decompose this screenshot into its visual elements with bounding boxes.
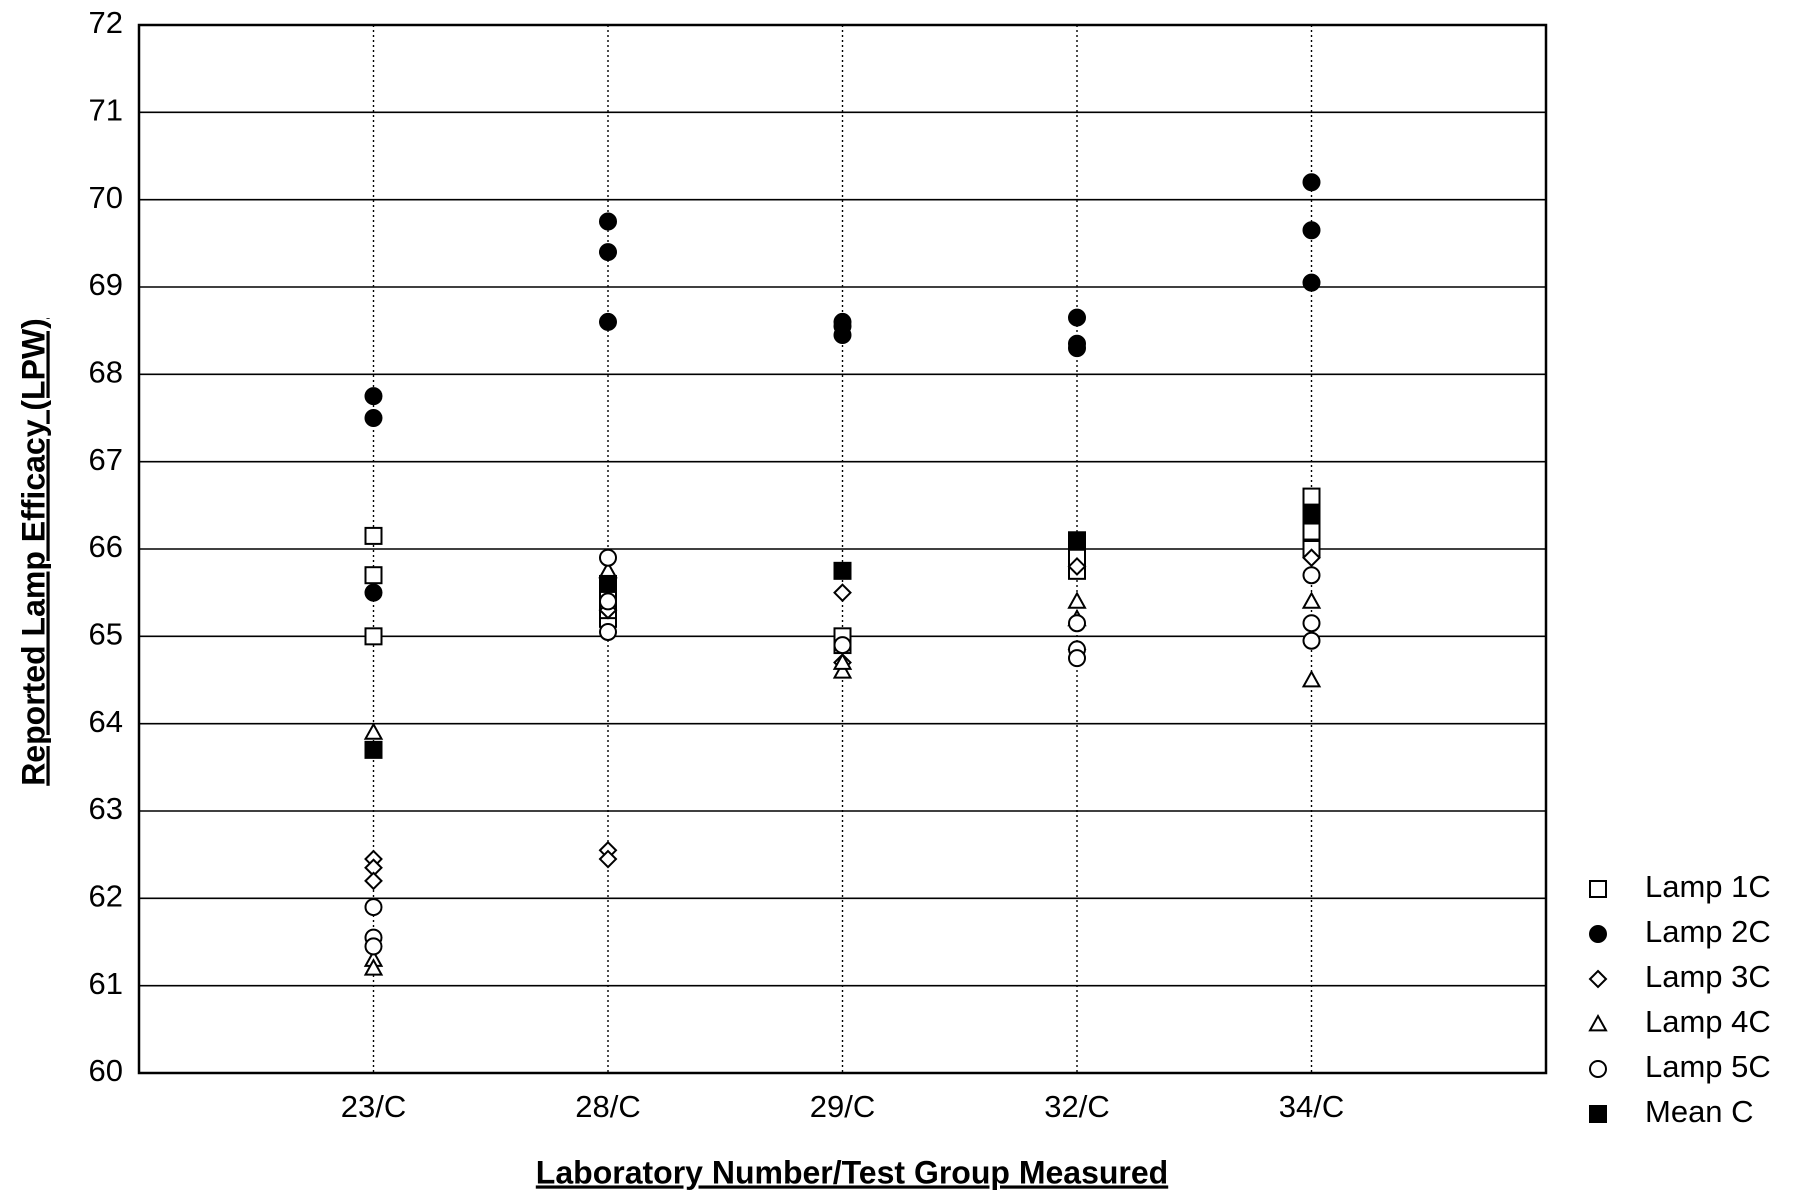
point: [1302, 505, 1321, 524]
point: [599, 548, 617, 567]
y-axis-title: Reported Lamp Efficacy (LPW): [15, 318, 51, 786]
legend-marker: [1589, 1105, 1607, 1123]
point: [1302, 566, 1321, 585]
point: [1068, 614, 1086, 633]
point: [364, 627, 383, 646]
point: [364, 566, 383, 585]
x-tick-label: 34/C: [1279, 1089, 1344, 1124]
legend-label: Lamp 3C: [1645, 959, 1771, 994]
point: [364, 740, 383, 759]
y-tick-label: 60: [89, 1053, 123, 1088]
point: [599, 243, 617, 262]
y-tick-label: 72: [89, 5, 123, 40]
y-tick-label: 67: [89, 442, 123, 477]
point: [1302, 631, 1321, 650]
point: [364, 583, 383, 602]
x-axis-title: Laboratory Number/Test Group Measured: [536, 1154, 1168, 1190]
y-tick-label: 71: [89, 93, 123, 128]
legend-label: Mean C: [1645, 1094, 1754, 1129]
point: [1068, 649, 1086, 668]
point: [364, 387, 383, 406]
y-tick-label: 64: [89, 704, 123, 739]
legend-label: Lamp 5C: [1645, 1049, 1771, 1084]
legend-marker: [1589, 880, 1607, 898]
x-tick-label: 32/C: [1044, 1089, 1109, 1124]
plot-frame: [137, 23, 1548, 1075]
y-tick-label: 69: [89, 267, 123, 302]
point: [1068, 531, 1086, 550]
point: [1302, 548, 1321, 568]
point: [364, 526, 383, 545]
y-tick-label: 68: [89, 355, 123, 390]
point: [1068, 308, 1086, 327]
point: [363, 722, 384, 740]
point: [833, 636, 852, 655]
point: [1067, 591, 1087, 609]
point: [599, 592, 617, 611]
legend-label: Lamp 4C: [1645, 1004, 1771, 1039]
legend-marker: [1588, 1013, 1608, 1032]
point: [833, 561, 852, 580]
legend-label: Lamp 1C: [1645, 869, 1771, 904]
legend-marker: [1588, 969, 1608, 989]
point: [1302, 273, 1321, 292]
y-tick-label: 62: [89, 879, 123, 914]
y-tick-label: 65: [89, 617, 123, 652]
point: [599, 212, 617, 231]
point: [599, 574, 617, 593]
point: [1302, 614, 1321, 633]
point: [599, 622, 617, 641]
y-tick-label: 61: [89, 966, 123, 1001]
point: [599, 312, 617, 331]
point: [1302, 221, 1321, 240]
point: [598, 849, 618, 869]
point: [833, 583, 852, 603]
y-tick-label: 66: [89, 529, 123, 564]
point: [1302, 487, 1321, 506]
point: [1068, 339, 1086, 358]
point: [1302, 173, 1321, 192]
point: [1302, 522, 1321, 541]
point: [832, 661, 853, 679]
y-tick-label: 63: [89, 791, 123, 826]
legend-marker: [1589, 925, 1607, 943]
point: [1301, 669, 1322, 688]
y-tick-label: 70: [89, 180, 123, 215]
point: [364, 898, 383, 917]
x-tick-label: 23/C: [341, 1089, 406, 1124]
point: [363, 958, 384, 976]
x-tick-label: 28/C: [575, 1089, 640, 1124]
point: [833, 326, 852, 345]
point: [832, 652, 853, 670]
point: [1301, 591, 1322, 609]
x-tick-label: 29/C: [810, 1089, 875, 1124]
point: [364, 409, 383, 427]
legend-label: Lamp 2C: [1645, 914, 1771, 949]
point: [364, 871, 383, 891]
point: [364, 937, 383, 956]
legend-marker: [1589, 1060, 1607, 1078]
point: [1067, 557, 1087, 576]
